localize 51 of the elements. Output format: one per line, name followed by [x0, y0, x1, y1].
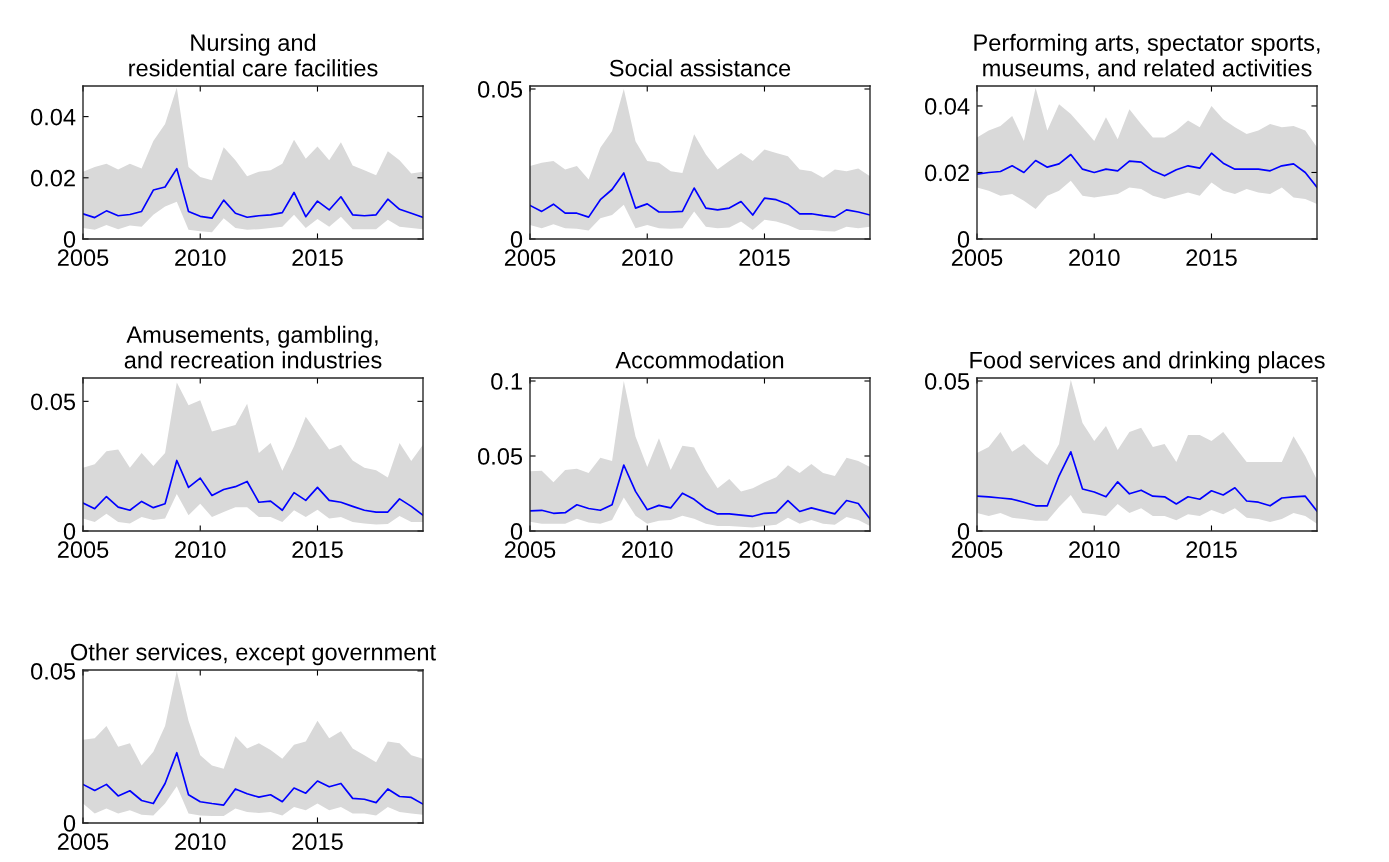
x-tick-label: 2015	[1186, 249, 1237, 267]
x-tick-label: 2005	[951, 541, 1003, 559]
line-series	[83, 167, 423, 220]
y-tick-label: 0	[63, 231, 76, 248]
x-tick-label: 2005	[504, 249, 556, 267]
x-tick-label: 2015	[292, 833, 343, 851]
line-series	[83, 459, 423, 517]
y-tick-label: 0	[510, 523, 523, 540]
x-tick-label: 2010	[175, 833, 226, 851]
x-tick-label: 2010	[175, 249, 226, 267]
line-series	[977, 450, 1317, 513]
x-tick-label: 2010	[1069, 249, 1120, 267]
y-tick-label: 0.05	[31, 662, 76, 680]
x-tick-label: 2005	[57, 541, 109, 559]
x-tick-label: 2015	[292, 249, 343, 267]
x-tick-label: 2015	[1186, 541, 1237, 559]
line-series	[530, 172, 870, 218]
y-tick-label: 0.04	[31, 108, 76, 126]
y-tick-label: 0	[63, 815, 76, 832]
line-series	[977, 152, 1317, 189]
x-tick-label: 2015	[739, 249, 790, 267]
x-tick-label: 2010	[622, 541, 673, 559]
y-tick-label: 0	[63, 523, 76, 540]
y-tick-label: 0.05	[925, 373, 970, 390]
chart-title: Social assistance	[609, 59, 791, 77]
chart-title: Nursing and residential care facilities	[129, 33, 378, 77]
y-tick-label: 0.04	[925, 98, 970, 115]
chart-title: Accommodation	[615, 351, 784, 369]
x-tick-label: 2010	[175, 541, 226, 559]
line-series	[530, 464, 870, 520]
line-series	[83, 751, 423, 806]
y-tick-label: 0.05	[31, 393, 76, 411]
y-tick-label: 0	[957, 231, 970, 248]
y-tick-label: 0	[510, 231, 523, 248]
x-tick-label: 2005	[57, 249, 109, 267]
x-tick-label: 2010	[622, 249, 673, 267]
chart-title: Food services and drinking places	[970, 351, 1325, 374]
y-tick-label: 0.02	[31, 169, 75, 187]
x-tick-label: 2005	[57, 833, 109, 851]
y-tick-label: 0	[957, 523, 970, 540]
y-tick-label: 0.05	[478, 448, 523, 465]
y-tick-label: 0.1	[491, 373, 522, 390]
x-tick-label: 2005	[951, 249, 1003, 267]
x-tick-label: 2015	[292, 541, 343, 559]
y-tick-label: 0.05	[478, 81, 523, 98]
x-tick-label: 2005	[504, 541, 556, 559]
chart-title: Amusements, gambling, and recreation industries	[124, 325, 382, 369]
y-tick-label: 0.02	[925, 164, 969, 182]
x-tick-label: 2010	[1069, 541, 1120, 559]
x-tick-label: 2015	[739, 541, 790, 559]
chart-title: Performing arts, spectator sports, museums, and related activities	[974, 33, 1320, 80]
